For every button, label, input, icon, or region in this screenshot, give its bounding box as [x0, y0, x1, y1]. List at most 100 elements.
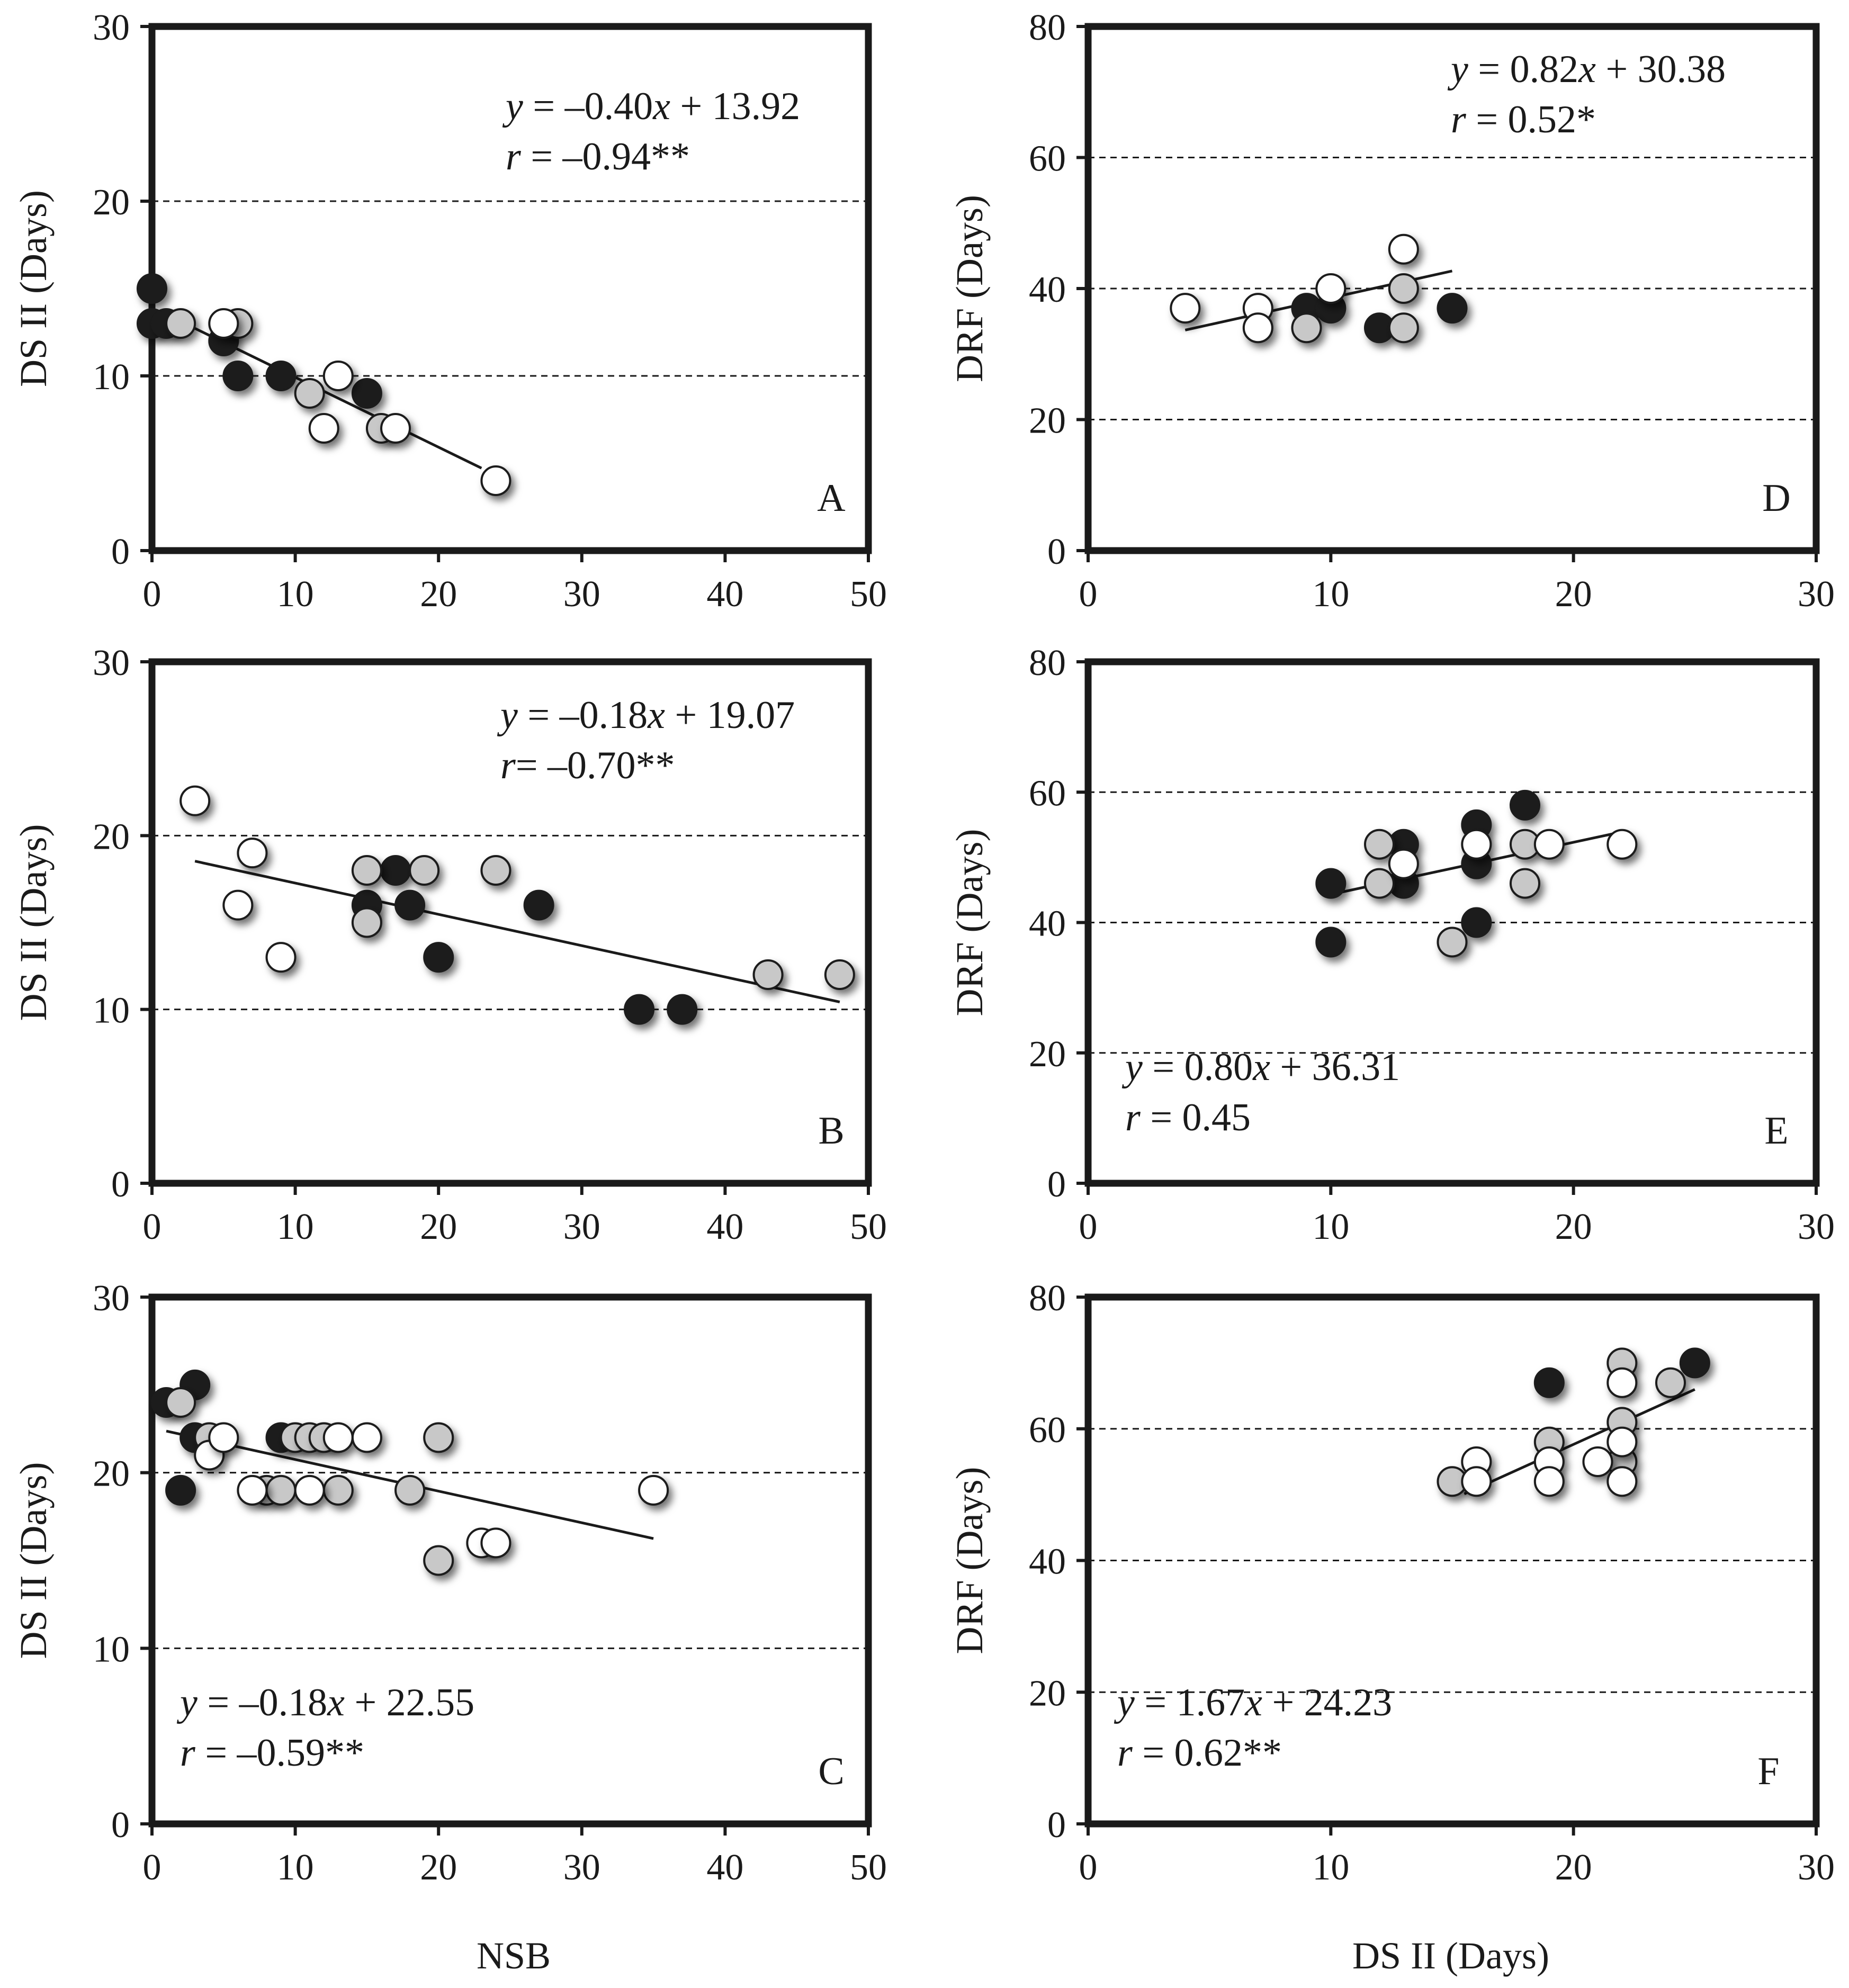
y-axis-label: DRF (Days) — [948, 1467, 991, 1654]
panel-c: 0 10 20 30 40 50 0 10 20 30 DS II (Days) y = –0.18x… — [12, 1278, 887, 1888]
panel-letter: A — [817, 476, 845, 520]
data-point-white — [1606, 1367, 1638, 1398]
data-point-white — [1388, 233, 1419, 265]
x-tick-label: 0 — [1079, 574, 1098, 615]
x-tick-label: 30 — [563, 1207, 600, 1247]
y-tick-label: 30 — [93, 7, 130, 48]
panel-letter: D — [1762, 476, 1790, 520]
data-point-white — [380, 413, 411, 444]
y-tick-label: 20 — [93, 816, 130, 857]
x-tick-label: 0 — [1079, 1207, 1098, 1247]
data-point-gray — [165, 1387, 196, 1418]
correlation-coefficient: r = –0.59** — [180, 1731, 364, 1775]
data-point-white — [1170, 293, 1201, 324]
data-point-gray — [409, 855, 440, 886]
data-point-white — [208, 1422, 239, 1453]
data-point-black — [351, 378, 382, 409]
y-axis-label: DRF (Days) — [948, 195, 991, 382]
data-point-gray — [1388, 273, 1419, 304]
x-tick-label: 20 — [1555, 574, 1592, 615]
y-tick-label: 60 — [1029, 139, 1066, 179]
y-tick-label: 40 — [1029, 904, 1066, 944]
y-tick-label: 10 — [93, 357, 130, 398]
data-point-black — [667, 994, 698, 1025]
data-point-gray — [1437, 926, 1468, 958]
x-tick-label: 20 — [1555, 1207, 1592, 1247]
data-point-gray — [1655, 1367, 1686, 1398]
data-point-gray — [1291, 312, 1322, 344]
y-tick-label: 10 — [93, 1629, 130, 1670]
plot-frame — [148, 658, 872, 1187]
data-point-gray — [480, 855, 511, 886]
x-tick-label: 30 — [563, 1847, 600, 1888]
data-point-gray — [265, 1474, 297, 1506]
y-tick-label: 40 — [1029, 269, 1066, 310]
x-tick-label: 30 — [1798, 1207, 1835, 1247]
x-tick-label: 20 — [420, 1847, 457, 1888]
data-point-white — [237, 1474, 268, 1506]
data-point-black — [423, 942, 454, 973]
data-point-white — [322, 1422, 354, 1453]
panel-letter: E — [1764, 1109, 1788, 1153]
y-tick-label: 0 — [111, 1164, 130, 1205]
data-point-gray — [351, 907, 382, 938]
y-tick-label: 60 — [1029, 773, 1066, 814]
data-point-gray — [752, 959, 784, 990]
data-point-black — [265, 361, 297, 391]
y-tick-label: 30 — [93, 1278, 130, 1319]
data-point-gray — [322, 1474, 354, 1506]
x-tick-label: 20 — [1555, 1847, 1592, 1888]
data-point-gray — [1364, 868, 1395, 899]
regression-equation: y = 1.67x + 24.23 — [1114, 1681, 1392, 1724]
panel-a: 0 10 20 30 40 50 0 10 20 30 DS II (Days) y = –0.40x… — [12, 7, 887, 615]
regression-line — [1464, 1388, 1695, 1495]
x-tick-label: 10 — [277, 1847, 314, 1888]
data-point-gray — [1364, 829, 1395, 860]
regression-equation: y = 0.80x + 36.31 — [1121, 1046, 1400, 1089]
x-tick-label: 0 — [1079, 1847, 1098, 1888]
x-tick-label: 30 — [1798, 574, 1835, 615]
data-point-black — [1533, 1367, 1565, 1398]
data-point-white — [265, 942, 297, 973]
y-tick-label: 20 — [93, 1454, 130, 1495]
data-point-white — [1582, 1446, 1613, 1477]
x-tick-label: 0 — [143, 1207, 161, 1247]
y-tick-label: 0 — [1047, 532, 1066, 572]
data-point-black — [1315, 926, 1347, 958]
data-point-black — [1437, 293, 1468, 324]
data-point-white — [638, 1474, 669, 1506]
x-tick-label: 10 — [1312, 574, 1349, 615]
regression-equation: y = 0.82x + 30.38 — [1447, 48, 1726, 91]
data-point-white — [1606, 1466, 1638, 1497]
correlation-coefficient: r= –0.70** — [500, 744, 675, 787]
y-tick-label: 0 — [1047, 1164, 1066, 1205]
y-tick-label: 0 — [1047, 1805, 1066, 1846]
y-tick-label: 40 — [1029, 1542, 1066, 1582]
x-axis-title-left: NSB — [477, 1935, 551, 1977]
panel-e: 0 10 20 30 0 20 40 60 80 DRF (Days) y = 0.80x + 36… — [948, 643, 1835, 1247]
x-tick-label: 40 — [706, 574, 743, 615]
data-point-black — [137, 273, 167, 304]
correlation-coefficient: r = –0.94** — [506, 135, 690, 178]
x-tick-label: 10 — [1312, 1207, 1349, 1247]
data-point-white — [1533, 1466, 1565, 1497]
data-point-black — [1510, 789, 1540, 821]
y-tick-label: 80 — [1029, 7, 1066, 48]
x-tick-label: 20 — [420, 574, 457, 615]
y-tick-label: 20 — [1029, 401, 1066, 442]
data-point-white — [294, 1474, 325, 1506]
data-point-white — [480, 465, 511, 496]
data-point-black — [165, 1474, 196, 1506]
x-tick-label: 40 — [706, 1207, 743, 1247]
data-point-gray — [394, 1474, 426, 1506]
data-point-black — [523, 889, 554, 921]
data-point-white — [308, 413, 339, 444]
panel-letter: C — [818, 1750, 844, 1793]
correlation-coefficient: r = 0.62** — [1117, 1731, 1282, 1775]
data-point-white — [1388, 848, 1419, 879]
data-point-black — [1461, 907, 1492, 938]
data-point-gray — [1388, 312, 1419, 344]
panel-f: 0 10 20 30 0 20 40 60 80 DRF (Days) y = 1.67x + 24… — [948, 1278, 1835, 1888]
data-point-white — [237, 838, 268, 869]
